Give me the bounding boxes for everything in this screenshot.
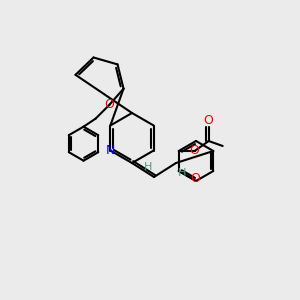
Text: O: O [105,98,115,111]
Text: H: H [144,162,152,172]
Text: N: N [106,144,115,157]
Text: O: O [190,145,200,158]
Text: O: O [204,113,214,127]
Text: H: H [178,168,186,178]
Text: O: O [191,172,201,185]
